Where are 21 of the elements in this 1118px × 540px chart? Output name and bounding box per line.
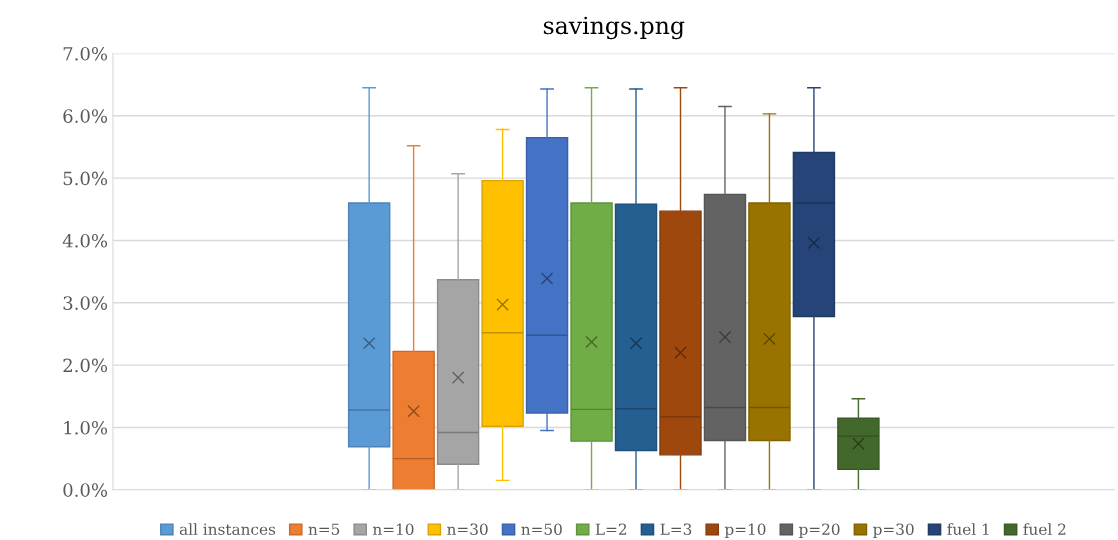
legend-label: fuel 2 [1023, 523, 1066, 535]
legend-label: p=30 [873, 523, 914, 538]
legend-label: n=5 [308, 523, 340, 535]
legend-label: all instances [179, 523, 276, 535]
legend-label: n=30 [447, 523, 488, 535]
y-tick-label: 5.0% [63, 171, 108, 186]
legend-label: p=10 [724, 523, 766, 538]
y-tick-label: 4.0% [62, 233, 108, 248]
y-tick-label: 0.0% [63, 483, 108, 497]
legend-label: fuel 1 [947, 523, 989, 535]
y-tick-label: 3.0% [63, 296, 108, 310]
chart-title: savings.png [543, 16, 685, 40]
legend-label: n=10 [372, 523, 414, 535]
legend-label: L=2 [595, 523, 627, 535]
legend-label: L=3 [660, 523, 692, 535]
legend-label: p=20 [798, 523, 840, 538]
y-tick-label: 2.0% [63, 358, 108, 373]
legend-label: n=50 [521, 523, 562, 535]
y-tick-label: 7.0% [63, 46, 108, 61]
y-tick-label: 1.0% [64, 420, 108, 435]
y-tick-label: 6.0% [63, 109, 108, 123]
